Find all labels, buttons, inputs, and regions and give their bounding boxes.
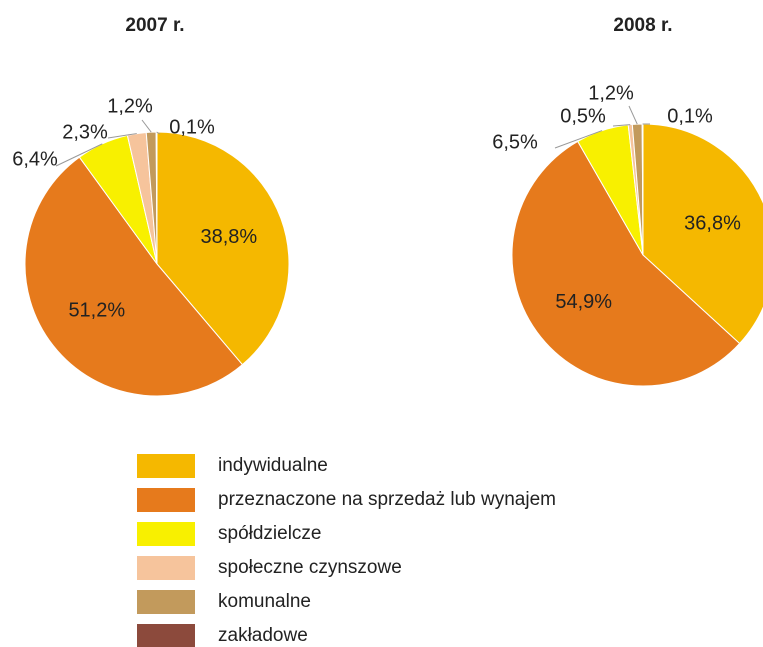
leader-line [612, 124, 631, 127]
leader-line [141, 119, 152, 133]
leader-line [554, 130, 603, 149]
data-label: 6,4% [12, 148, 58, 170]
legend-swatch [137, 624, 195, 647]
data-label: 6,5% [492, 131, 538, 153]
legend-swatch [137, 488, 195, 512]
leader-line [55, 143, 103, 167]
data-label: 38,8% [201, 226, 258, 248]
legend-swatch [137, 590, 195, 614]
chart-title: 2007 r. [125, 15, 184, 36]
data-label: 1,2% [107, 95, 153, 117]
legend-swatch [137, 454, 195, 478]
pie-slice [156, 131, 290, 366]
data-label: 0,5% [560, 105, 606, 127]
data-label: 0,1% [667, 105, 713, 127]
leader-line [628, 105, 638, 125]
legend-label: indywidualne [218, 455, 328, 476]
legend-label: przeznaczone na sprzedaż lub wynajem [218, 489, 556, 510]
chart-title: 2008 r. [613, 15, 672, 36]
data-label: 2,3% [62, 121, 108, 143]
data-label: 51,2% [68, 300, 125, 322]
legend-swatch [137, 522, 195, 546]
leader-line [107, 133, 137, 139]
data-label: 1,2% [588, 82, 634, 104]
legend-label: zakładowe [218, 625, 308, 646]
pie-slice [511, 140, 741, 387]
legend-swatch [137, 556, 195, 580]
pie-slice [24, 156, 244, 397]
legend-label: spółdzielcze [218, 523, 322, 544]
data-label: 0,1% [169, 116, 215, 138]
leader-line [156, 131, 161, 135]
data-label: 36,8% [684, 213, 741, 235]
legend-label: społeczne czynszowe [218, 557, 402, 578]
legend-label: komunalne [218, 591, 311, 612]
data-label: 54,9% [555, 291, 612, 313]
